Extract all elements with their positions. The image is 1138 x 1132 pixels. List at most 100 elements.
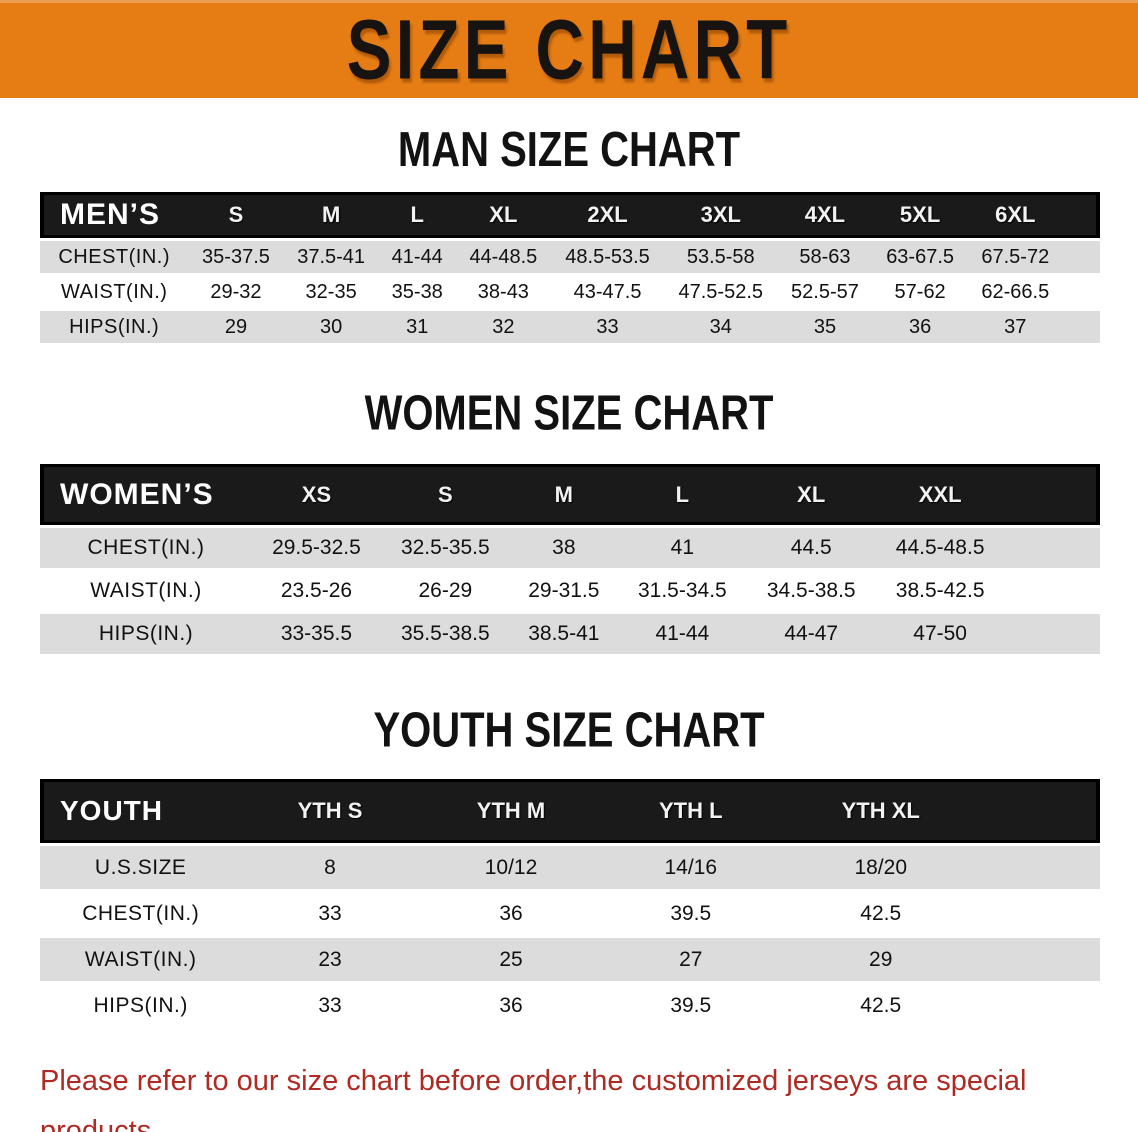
youth-hips-in-spacer xyxy=(983,984,1100,1027)
men-s-col-xl: XL xyxy=(455,192,551,238)
women-s-hips-in-value: 35.5-38.5 xyxy=(380,614,510,654)
women-s-col-xs: XS xyxy=(252,464,381,525)
men-s-chest-in-value: 48.5-53.5 xyxy=(550,241,665,273)
men-s-chest-in-value: 53.5-58 xyxy=(664,241,778,273)
women-s-hips-in-value: 47-50 xyxy=(875,614,1005,654)
youth-u-s-size-value: 8 xyxy=(241,846,419,889)
women-s-chest-in-value: 41 xyxy=(617,528,747,568)
men-section-heading: MAN SIZE CHART xyxy=(0,123,1138,177)
youth-section-heading: YOUTH SIZE CHART xyxy=(0,704,1138,758)
men-s-waist-in-value: 62-66.5 xyxy=(967,276,1063,308)
women-section-heading: WOMEN SIZE CHART xyxy=(0,387,1138,441)
youth-hips-in-label: HIPS(IN.) xyxy=(40,984,242,1027)
women-s-hips-in-row: HIPS(IN.) 33-35.5 35.5-38.5 38.5-41 41-44 44-… xyxy=(40,614,1100,654)
women-s-header-spacer xyxy=(1004,464,1100,525)
women-s-chest-in-row: CHEST(IN.) 29.5-32.5 32.5-35.5 38 41 44.5 44.5… xyxy=(40,528,1100,568)
men-s-col-3xl: 3XL xyxy=(664,192,778,238)
order-note-line-1: Please refer to our size chart before or… xyxy=(40,1065,1027,1132)
youth-waist-in-value: 29 xyxy=(778,938,984,981)
women-s-chest-in-spacer xyxy=(1004,528,1100,568)
men-s-waist-in-label: WAIST(IN.) xyxy=(40,276,189,308)
women-s-waist-in-value: 38.5-42.5 xyxy=(875,571,1005,611)
women-s-waist-in-value: 31.5-34.5 xyxy=(617,571,747,611)
youth-waist-in-value: 25 xyxy=(418,938,604,981)
men-s-waist-in-value: 32-35 xyxy=(283,276,379,308)
women-s-hips-in-value: 44-47 xyxy=(746,614,876,654)
women-s-hips-in-value: 33-35.5 xyxy=(252,614,381,654)
men-s-chest-in-value: 37.5-41 xyxy=(283,241,379,273)
women-s-waist-in-value: 29-31.5 xyxy=(509,571,618,611)
youth-waist-in-value: 23 xyxy=(241,938,419,981)
women-s-col-xl: XL xyxy=(746,464,876,525)
men-s-col-l: L xyxy=(378,192,456,238)
banner: SIZE CHART xyxy=(0,0,1138,98)
men-s-chest-in-spacer xyxy=(1062,241,1100,273)
order-note: Please refer to our size chart before or… xyxy=(40,1056,1108,1132)
youth-col-yth-l: YTH L xyxy=(603,779,779,843)
women-s-hips-in-spacer xyxy=(1004,614,1100,654)
men-s-hips-in-row: HIPS(IN.) 29 30 31 32 33 34 35 36 37 xyxy=(40,311,1100,343)
youth-section-heading-text: YOUTH SIZE CHART xyxy=(373,704,765,758)
youth-chest-in-label: CHEST(IN.) xyxy=(40,892,242,935)
men-s-chest-in-value: 35-37.5 xyxy=(188,241,284,273)
men-s-chest-in-value: 41-44 xyxy=(378,241,456,273)
women-s-col-m: M xyxy=(509,464,618,525)
youth-chest-in-row: CHEST(IN.) 33 36 39.5 42.5 xyxy=(40,892,1100,935)
women-s-chest-in-label: CHEST(IN.) xyxy=(40,528,252,568)
men-s-chest-in-value: 67.5-72 xyxy=(967,241,1063,273)
youth-header-spacer xyxy=(983,779,1100,843)
youth-u-s-size-value: 10/12 xyxy=(418,846,604,889)
men-s-chest-in-row: CHEST(IN.) 35-37.5 37.5-41 41-44 44-48.5 48.5… xyxy=(40,241,1100,273)
men-s-chest-in-label: CHEST(IN.) xyxy=(40,241,189,273)
men-s-col-5xl: 5XL xyxy=(872,192,968,238)
men-s-header-row: MEN’S S M L XL 2XL 3XL 4XL 5XL 6XL xyxy=(40,192,1100,238)
women-s-chest-in-value: 38 xyxy=(509,528,618,568)
women-s-waist-in-label: WAIST(IN.) xyxy=(40,571,252,611)
men-s-col-2xl: 2XL xyxy=(550,192,665,238)
men-s-hips-in-value: 30 xyxy=(283,311,379,343)
men-s-waist-in-row: WAIST(IN.) 29-32 32-35 35-38 38-43 43-47.5 47.… xyxy=(40,276,1100,308)
youth-waist-in-row: WAIST(IN.) 23 25 27 29 xyxy=(40,938,1100,981)
youth-group-label: YOUTH xyxy=(40,779,242,843)
youth-size-table: YOUTH YTH S YTH M YTH L YTH XL U.S.SIZE 8 10/12… xyxy=(40,776,1100,1030)
youth-col-yth-xl: YTH XL xyxy=(778,779,984,843)
youth-waist-in-value: 27 xyxy=(603,938,779,981)
women-s-header-row: WOMEN’S XS S M L XL XXL xyxy=(40,464,1100,525)
youth-chest-in-value: 33 xyxy=(241,892,419,935)
men-s-waist-in-value: 47.5-52.5 xyxy=(664,276,778,308)
men-s-hips-in-value: 36 xyxy=(872,311,968,343)
men-section-heading-text: MAN SIZE CHART xyxy=(397,123,741,177)
youth-chest-in-value: 39.5 xyxy=(603,892,779,935)
men-section: MAN SIZE CHART MEN’S S M L XL 2XL 3XL 4XL 5XL 6XL… xyxy=(0,123,1138,346)
youth-hips-in-value: 39.5 xyxy=(603,984,779,1027)
women-s-col-l: L xyxy=(617,464,747,525)
women-s-waist-in-value: 26-29 xyxy=(380,571,510,611)
women-s-waist-in-value: 34.5-38.5 xyxy=(746,571,876,611)
men-s-waist-in-value: 52.5-57 xyxy=(777,276,873,308)
youth-section: YOUTH SIZE CHART YOUTH YTH S YTH M YTH L YTH… xyxy=(0,704,1138,1030)
women-s-waist-in-row: WAIST(IN.) 23.5-26 26-29 29-31.5 31.5-34.5 34… xyxy=(40,571,1100,611)
youth-u-s-size-value: 18/20 xyxy=(778,846,984,889)
youth-hips-in-value: 42.5 xyxy=(778,984,984,1027)
women-s-chest-in-value: 29.5-32.5 xyxy=(252,528,381,568)
youth-hips-in-row: HIPS(IN.) 33 36 39.5 42.5 xyxy=(40,984,1100,1027)
men-s-waist-in-value: 43-47.5 xyxy=(550,276,665,308)
women-s-chest-in-value: 44.5 xyxy=(746,528,876,568)
men-s-group-label: MEN’S xyxy=(40,192,189,238)
women-s-hips-in-value: 38.5-41 xyxy=(509,614,618,654)
women-s-hips-in-label: HIPS(IN.) xyxy=(40,614,252,654)
youth-chest-in-spacer xyxy=(983,892,1100,935)
women-s-hips-in-value: 41-44 xyxy=(617,614,747,654)
men-s-col-6xl: 6XL xyxy=(967,192,1063,238)
men-s-waist-in-value: 57-62 xyxy=(872,276,968,308)
youth-chest-in-value: 36 xyxy=(418,892,604,935)
youth-hips-in-value: 33 xyxy=(241,984,419,1027)
men-s-header-spacer xyxy=(1062,192,1100,238)
women-s-chest-in-value: 44.5-48.5 xyxy=(875,528,1005,568)
men-s-waist-in-value: 38-43 xyxy=(455,276,551,308)
men-s-hips-in-value: 34 xyxy=(664,311,778,343)
men-s-chest-in-value: 63-67.5 xyxy=(872,241,968,273)
youth-u-s-size-spacer xyxy=(983,846,1100,889)
youth-u-s-size-value: 14/16 xyxy=(603,846,779,889)
